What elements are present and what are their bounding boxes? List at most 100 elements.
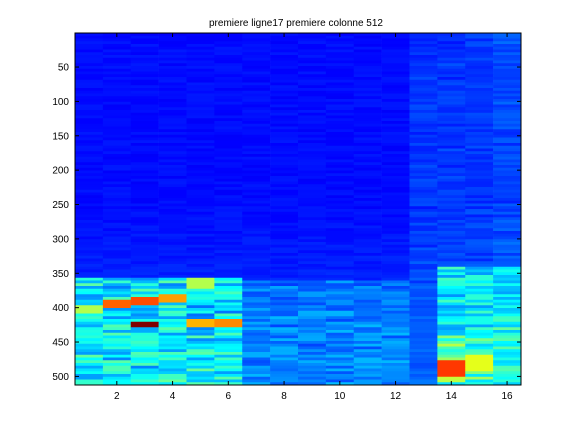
heatmap-cell bbox=[242, 79, 271, 83]
heatmap-cell bbox=[493, 178, 522, 182]
heatmap-cell bbox=[465, 310, 494, 314]
heatmap-cell bbox=[298, 60, 327, 64]
heatmap-cell bbox=[158, 354, 187, 358]
heatmap-cell bbox=[381, 363, 410, 367]
heatmap-cell bbox=[353, 376, 382, 380]
heatmap-cell bbox=[186, 236, 215, 240]
heatmap-cell bbox=[298, 170, 327, 174]
heatmap-cell bbox=[270, 198, 299, 202]
heatmap-cell bbox=[437, 170, 466, 174]
heatmap-cell bbox=[325, 140, 355, 144]
heatmap-cell bbox=[75, 156, 104, 160]
heatmap-cell bbox=[158, 225, 187, 229]
heatmap-cell bbox=[158, 88, 187, 92]
heatmap-cell bbox=[242, 44, 271, 48]
heatmap-cell bbox=[186, 319, 215, 323]
heatmap-cell bbox=[130, 52, 159, 56]
heatmap-cell bbox=[270, 330, 299, 334]
heatmap-cell bbox=[130, 310, 159, 314]
heatmap-cell bbox=[353, 225, 382, 229]
heatmap-cell bbox=[130, 49, 159, 53]
heatmap-cell bbox=[409, 192, 438, 196]
heatmap-cell bbox=[242, 374, 271, 378]
heatmap-cell bbox=[493, 330, 522, 334]
heatmap-cell bbox=[325, 79, 355, 83]
x-tick-label: 14 bbox=[446, 391, 458, 402]
heatmap-cell bbox=[214, 60, 243, 64]
heatmap-cell bbox=[298, 107, 327, 111]
heatmap-cell bbox=[493, 44, 522, 48]
heatmap-cell bbox=[75, 159, 104, 163]
heatmap-cell bbox=[325, 253, 355, 257]
heatmap-cell bbox=[158, 294, 187, 298]
heatmap-cell bbox=[130, 272, 159, 276]
heatmap-cell bbox=[242, 82, 271, 86]
heatmap-cell bbox=[130, 228, 159, 232]
heatmap-cell bbox=[437, 363, 466, 367]
heatmap-cell bbox=[130, 110, 159, 114]
heatmap-cell bbox=[75, 118, 104, 122]
heatmap-cell bbox=[158, 371, 187, 375]
heatmap-cell bbox=[242, 220, 271, 224]
heatmap-cell bbox=[75, 310, 104, 314]
heatmap-cell bbox=[270, 107, 299, 111]
heatmap-cell bbox=[409, 151, 438, 155]
heatmap-cell bbox=[325, 338, 355, 342]
heatmap-cell bbox=[465, 371, 494, 375]
heatmap-cell bbox=[493, 291, 522, 295]
heatmap-cell bbox=[242, 184, 271, 188]
heatmap-cell bbox=[493, 264, 522, 268]
heatmap-cell bbox=[242, 181, 271, 185]
heatmap-cell bbox=[130, 93, 159, 97]
heatmap-cell bbox=[75, 176, 104, 180]
heatmap-cell bbox=[75, 335, 104, 339]
heatmap-cell bbox=[130, 242, 159, 246]
heatmap-cell bbox=[186, 368, 215, 372]
heatmap-cell bbox=[102, 286, 132, 290]
heatmap-cell bbox=[437, 206, 466, 210]
heatmap-cell bbox=[214, 178, 243, 182]
heatmap-cell bbox=[298, 228, 327, 232]
heatmap-cell bbox=[493, 63, 522, 67]
heatmap-cell bbox=[186, 137, 215, 141]
heatmap-cell bbox=[353, 286, 382, 290]
heatmap-cell bbox=[102, 189, 132, 193]
heatmap-cell bbox=[298, 63, 327, 67]
heatmap-cell bbox=[186, 140, 215, 144]
heatmap-cell bbox=[353, 222, 382, 226]
heatmap-cell bbox=[214, 104, 243, 108]
heatmap-cell bbox=[325, 365, 355, 369]
heatmap-cell bbox=[102, 302, 132, 306]
heatmap-cell bbox=[186, 38, 215, 42]
heatmap-cell bbox=[465, 57, 494, 61]
heatmap-cell bbox=[437, 286, 466, 290]
heatmap-cell bbox=[381, 242, 410, 246]
heatmap-cell bbox=[242, 74, 271, 78]
heatmap-cell bbox=[353, 192, 382, 196]
heatmap-cell bbox=[186, 206, 215, 210]
heatmap-cell bbox=[493, 173, 522, 177]
heatmap-cell bbox=[353, 330, 382, 334]
heatmap-cell bbox=[493, 184, 522, 188]
heatmap-cell bbox=[102, 176, 132, 180]
heatmap-cell bbox=[130, 41, 159, 45]
heatmap-cell bbox=[130, 173, 159, 177]
heatmap-cell bbox=[242, 129, 271, 133]
heatmap-cell bbox=[75, 354, 104, 358]
heatmap-cell bbox=[102, 143, 132, 147]
heatmap-cell bbox=[409, 363, 438, 367]
heatmap-cell bbox=[381, 258, 410, 262]
heatmap-cell bbox=[353, 368, 382, 372]
heatmap-cell bbox=[102, 129, 132, 133]
heatmap-cell bbox=[353, 148, 382, 152]
heatmap-cell bbox=[130, 357, 159, 361]
heatmap-cell bbox=[242, 49, 271, 53]
heatmap-cell bbox=[158, 283, 187, 287]
heatmap-cell bbox=[75, 225, 104, 229]
heatmap-cell bbox=[270, 41, 299, 45]
heatmap-cell bbox=[437, 255, 466, 259]
heatmap-cell bbox=[75, 184, 104, 188]
heatmap-cell bbox=[437, 346, 466, 350]
heatmap-cell bbox=[437, 272, 466, 276]
